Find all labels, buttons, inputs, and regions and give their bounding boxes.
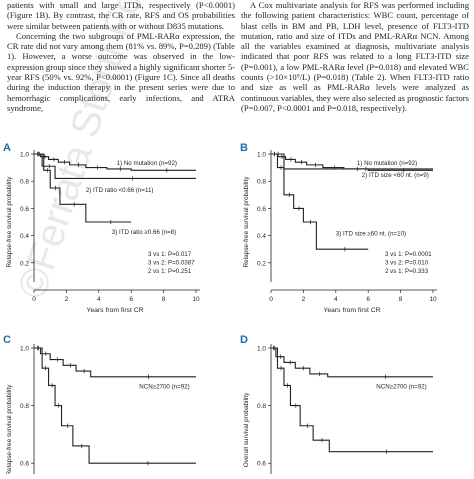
paragraph: A Cox multivariate analysis for RFS was … [241,0,469,113]
series-label: 1) No mutation (n=92) [357,160,417,167]
y-tick-label: 0.8 [20,179,29,186]
y-tick-label: 0.6 [20,206,29,213]
y-axis-title: Relapse-free survival probability [6,176,13,268]
x-tick-label: 6 [366,296,370,303]
paragraph: Concerning the two subgroups of PML-RARα… [7,30,235,113]
km-plot-a: 0.2 0.4 0.6 0.8 1.0 0 2 4 6 8 10 Relapse-free survi… [6,150,200,314]
x-tick-label: 10 [192,296,200,303]
x-tick-label: 8 [399,296,403,303]
series-label: 1) No mutation (n=92) [117,160,177,167]
figure-panel-c: C 0.6 0.8 1.0 Relapse-free survival probabi… [0,334,234,475]
x-tick-label: 2 [302,296,306,303]
panel-letter: B [240,142,248,154]
p-value-annotation: 3 vs 2: P=0.010 [385,260,429,267]
x-tick-label: 8 [162,296,166,303]
x-axis-title: Years from first CR [86,307,143,314]
series-label: 2) ITD size <60 nt. (n=9) [362,172,429,179]
x-tick-label: 4 [97,296,101,303]
text-column-right: A Cox multivariate analysis for RFS was … [241,0,469,113]
paragraph: patients with small and large ITDs, resp… [7,0,235,31]
y-tick-label: 0.6 [257,206,266,213]
x-tick-label: 0 [269,296,273,303]
km-plot-c: 0.6 0.8 1.0 Relapse-free survival probabili… [6,344,196,475]
y-tick-label: 0.6 [20,461,29,468]
panel-letter: D [240,334,248,346]
y-tick-label: 0.4 [20,233,29,240]
survival-curve [34,347,196,378]
y-tick-label: 0.8 [257,403,266,410]
survival-curve [271,347,433,378]
survival-curve [34,153,196,171]
p-value-annotation: 3 vs 2: P=0.0387 [148,260,195,267]
y-axis-title: Overall survival probability [243,392,250,467]
panel-letter: C [3,334,11,346]
y-axis-title: Relapse-free survival probability [243,176,250,268]
p-value-annotation: 2 vs 1: P=0.251 [148,268,192,275]
y-tick-label: 1.0 [257,152,266,159]
series-label: NCN≥2700 (n=92) [139,383,189,390]
series-label: 3) ITD ratio ≥0.66 (n=8) [112,229,176,236]
y-tick-label: 0.2 [257,260,266,267]
x-tick-label: 0 [32,296,36,303]
y-tick-label: 0.6 [257,461,266,468]
figure-panel-d: D 0.6 0.8 1.0 Overall survival probability N… [237,334,471,474]
p-value-annotation: 3 vs 1: P=0.0001 [385,251,432,258]
survival-curve [271,347,433,453]
km-plot-d: 0.6 0.8 1.0 Overall survival probability NCN… [243,344,433,474]
y-tick-label: 0.2 [20,260,29,267]
x-axis-title: Years from first CR [323,307,380,314]
km-plot-b: 0.2 0.4 0.6 0.8 1.0 0 2 4 6 8 10 Relapse-free survi… [243,150,437,314]
text-column-left: patients with small and large ITDs, resp… [7,0,235,113]
y-tick-label: 1.0 [20,152,29,159]
series-label: 2) ITD ratio <0.66 (n=11) [86,187,154,194]
series-label: 3) ITD size ≥60 nt. (n=10) [336,231,406,238]
panel-letter: A [3,142,11,154]
survival-curve [34,153,132,223]
x-tick-label: 4 [334,296,338,303]
survival-curve [271,153,369,250]
series-label: NCN≥2700 (n=92) [376,383,426,390]
y-tick-label: 0.4 [257,233,266,240]
x-tick-label: 2 [65,296,69,303]
y-tick-label: 1.0 [257,346,266,353]
y-tick-label: 0.8 [20,403,29,410]
x-tick-label: 10 [429,296,437,303]
x-tick-label: 6 [129,296,133,303]
figure-panel-b: B 0.2 0.4 0.6 0.8 1.0 0 2 4 6 8 10 Relapse-free sur… [237,142,471,324]
y-tick-label: 1.0 [20,346,29,353]
p-value-annotation: 2 vs 1: P=0.333 [385,268,429,275]
figure-panel-a: A 0.2 0.4 0.6 0.8 1.0 0 2 4 6 8 10 Relapse-free sur… [0,142,234,324]
y-tick-label: 0.8 [257,179,266,186]
y-axis-title: Relapse-free survival probability [6,384,13,474]
p-value-annotation: 3 vs 1: P=0.017 [148,251,192,258]
